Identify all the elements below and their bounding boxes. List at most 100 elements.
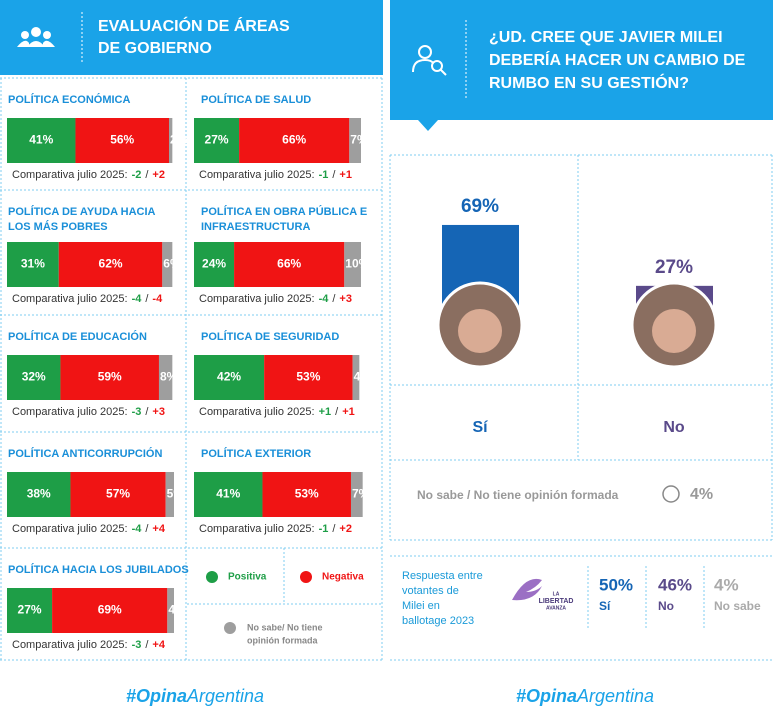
question: ¿UD. CREE QUE JAVIER MILEI bbox=[489, 29, 723, 46]
comparison: Comparativa julio 2025: -4/-4 bbox=[12, 293, 163, 305]
comparison-prefix: Comparativa julio 2025: bbox=[12, 293, 128, 305]
bar-label: 56% bbox=[110, 133, 134, 147]
comparison: Comparativa julio 2025: -4/+4 bbox=[12, 523, 166, 535]
area-title: POLÍTICA HACIA LOS JUBILADOS bbox=[8, 563, 189, 576]
bar-segment bbox=[234, 242, 345, 287]
bar-label: 66% bbox=[282, 133, 306, 147]
comparison-sep: / bbox=[332, 523, 336, 535]
bar-segment bbox=[165, 472, 174, 517]
comparison: Comparativa julio 2025: +1/+1 bbox=[199, 406, 355, 418]
answer-value: 69% bbox=[461, 196, 499, 217]
comparison-prefix: Comparativa julio 2025: bbox=[12, 523, 128, 535]
bar-label: 41% bbox=[29, 133, 53, 147]
bar-segment bbox=[52, 588, 168, 633]
comparison: Comparativa julio 2025: -4/+3 bbox=[199, 293, 352, 305]
bar-segment bbox=[7, 588, 53, 633]
bar-label: 69% bbox=[98, 603, 122, 617]
logo-text: AVANZA bbox=[546, 605, 566, 611]
bar-segment bbox=[349, 118, 361, 163]
bar-label: 27% bbox=[205, 133, 229, 147]
area-title: INFRAESTRUCTURA bbox=[201, 221, 310, 233]
comparison-negative: +3 bbox=[152, 406, 165, 418]
comparison-positive: +1 bbox=[319, 406, 332, 418]
comparison: Comparativa julio 2025: -3/+3 bbox=[12, 406, 165, 418]
comparison-positive: -1 bbox=[319, 169, 329, 181]
ballotage-value: 50% bbox=[599, 575, 633, 594]
area-title: POLÍTICA ECONÓMICA bbox=[8, 93, 130, 106]
comparison-prefix: Comparativa julio 2025: bbox=[199, 406, 315, 418]
ballotage-label: Respuesta entre bbox=[402, 570, 483, 582]
area-title: POLÍTICA DE SEGURIDAD bbox=[201, 330, 339, 343]
brand-argentina: Argentina bbox=[576, 686, 654, 706]
area-title: LOS MÁS POBRES bbox=[8, 220, 108, 233]
legend-swatch bbox=[206, 571, 218, 583]
comparison: Comparativa julio 2025: -1/+2 bbox=[199, 523, 352, 535]
comparison-negative: +2 bbox=[339, 523, 352, 535]
comparison-negative: +3 bbox=[339, 293, 352, 305]
bar-label: 7% bbox=[352, 487, 370, 501]
ballotage-value: 4% bbox=[714, 575, 739, 594]
bar-segment bbox=[162, 242, 173, 287]
answer-label: No bbox=[663, 419, 685, 436]
legend-label: No sabe/ No tiene bbox=[247, 622, 323, 632]
legend-label: Positiva bbox=[228, 572, 267, 583]
answer-label: Sí bbox=[472, 419, 488, 436]
brand-hash: # bbox=[126, 686, 136, 706]
legend-swatch bbox=[300, 571, 312, 583]
comparison: Comparativa julio 2025: -3/+4 bbox=[12, 639, 166, 651]
bar-label: 4% bbox=[354, 370, 372, 384]
bar-label: 10% bbox=[345, 257, 369, 271]
bar-label: 5% bbox=[167, 487, 185, 501]
comparison-sep: / bbox=[145, 639, 149, 651]
logo-bird bbox=[512, 578, 542, 601]
brand-argentina: Argentina bbox=[186, 686, 264, 706]
no-sabe-label: No sabe / No tiene opinión formada bbox=[417, 488, 619, 502]
bar-label: 53% bbox=[295, 487, 319, 501]
comparison-prefix: Comparativa julio 2025: bbox=[199, 523, 315, 535]
pointer bbox=[418, 120, 438, 131]
photo-face bbox=[458, 309, 502, 353]
bar-label: 24% bbox=[202, 257, 226, 271]
brand: #OpinaArgentina bbox=[516, 686, 654, 706]
brand-opina: Opina bbox=[526, 686, 577, 706]
comparison-negative: +4 bbox=[152, 523, 165, 535]
area-title: POLÍTICA DE EDUCACIÓN bbox=[8, 330, 147, 343]
bar-segment bbox=[264, 355, 353, 400]
question-icon bbox=[662, 485, 680, 503]
comparison-positive: -2 bbox=[132, 169, 142, 181]
comparison-sep: / bbox=[145, 169, 149, 181]
bar-label: 62% bbox=[99, 257, 123, 271]
bar-segment bbox=[344, 242, 361, 287]
bar-label: 6% bbox=[163, 257, 181, 271]
comparison-negative: +4 bbox=[152, 639, 165, 651]
ballotage-value: 46% bbox=[658, 575, 692, 594]
comparison-positive: -4 bbox=[132, 523, 143, 535]
bar-label: 41% bbox=[216, 487, 240, 501]
logo-text: LIBERTAD bbox=[539, 598, 574, 605]
comparison-positive: -3 bbox=[132, 639, 142, 651]
bar-segment bbox=[58, 242, 163, 287]
bar-segment bbox=[194, 242, 235, 287]
brand-hash: # bbox=[516, 686, 526, 706]
left-title: DE GOBIERNO bbox=[98, 40, 212, 57]
answer-value: 27% bbox=[655, 257, 693, 278]
bar-label: 38% bbox=[27, 487, 51, 501]
comparison-prefix: Comparativa julio 2025: bbox=[12, 639, 128, 651]
bar-segment bbox=[352, 355, 360, 400]
no-sabe-value: 4% bbox=[690, 486, 713, 503]
comparison-sep: / bbox=[332, 169, 336, 181]
comparison-prefix: Comparativa julio 2025: bbox=[12, 406, 128, 418]
photo-face bbox=[652, 309, 696, 353]
bar-segment bbox=[7, 355, 61, 400]
comparison-negative: -4 bbox=[152, 293, 163, 305]
comparison-positive: -4 bbox=[132, 293, 143, 305]
legend-label: Negativa bbox=[322, 572, 364, 583]
legend-swatch bbox=[224, 622, 236, 634]
bar-label: 31% bbox=[21, 257, 45, 271]
comparison-prefix: Comparativa julio 2025: bbox=[12, 169, 128, 181]
bar-segment bbox=[194, 118, 240, 163]
bar-label: 66% bbox=[277, 257, 301, 271]
comparison-negative: +1 bbox=[342, 406, 355, 418]
bar-label: 7% bbox=[350, 133, 368, 147]
